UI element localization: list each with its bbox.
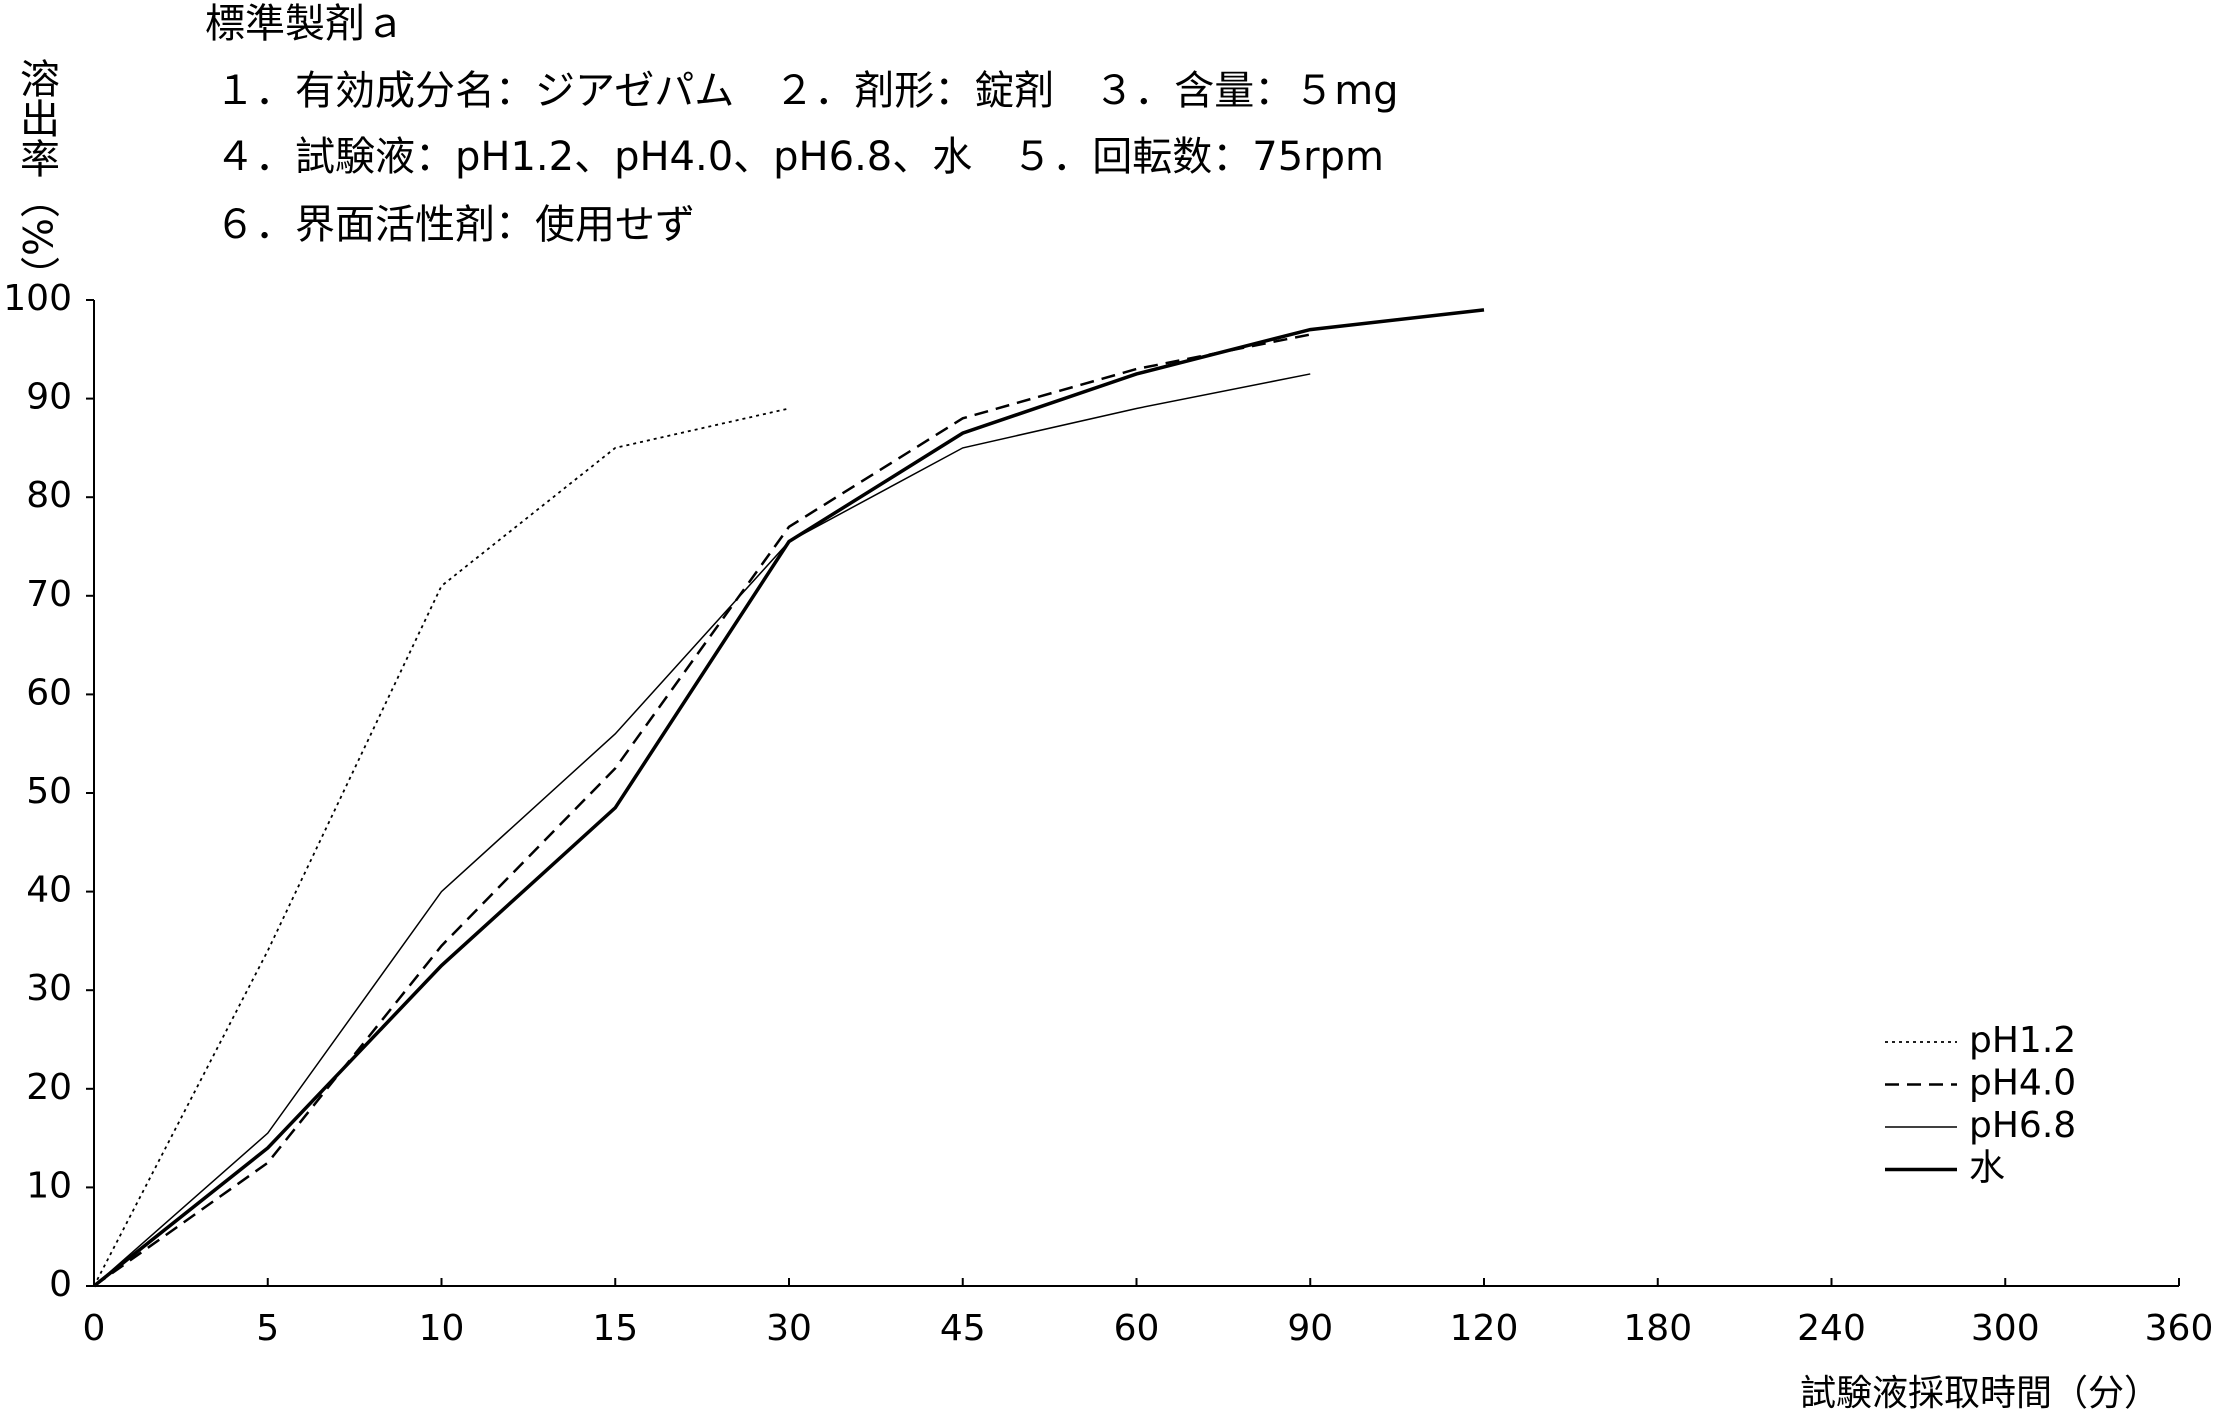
x-tick-label: 60 bbox=[1114, 1308, 1160, 1349]
y-tick-label: 30 bbox=[26, 968, 72, 1009]
x-axis-title: 試験液採取時間（分） bbox=[1800, 1373, 2160, 1414]
data-line bbox=[93, 373, 1311, 1287]
y-tick-label: 100 bbox=[3, 278, 72, 319]
y-tick-label: 60 bbox=[26, 672, 72, 713]
y-tick-label: 40 bbox=[26, 870, 72, 911]
x-tick-label: 45 bbox=[940, 1308, 986, 1349]
x-tick-label: 180 bbox=[1623, 1308, 1692, 1349]
x-tick-label: 240 bbox=[1797, 1308, 1866, 1349]
subtitle: ４．試験液：pH1.2、pH4.0、pH6.8、水 ５．回転数：75rpm bbox=[215, 134, 1384, 180]
legend-label: pH6.8 bbox=[1969, 1105, 2076, 1146]
x-tick-label: 5 bbox=[256, 1308, 279, 1349]
y-tick-label: 10 bbox=[26, 1165, 72, 1206]
data-line bbox=[93, 333, 1311, 1288]
x-tick-label: 90 bbox=[1287, 1308, 1333, 1349]
legend-label: pH1.2 bbox=[1969, 1020, 2076, 1061]
x-tick-label: 300 bbox=[1971, 1308, 2040, 1349]
y-tick-label: 50 bbox=[26, 771, 72, 812]
y-tick-label: 90 bbox=[26, 377, 72, 418]
y-tick-label: 70 bbox=[26, 574, 72, 615]
legend-label: 水 bbox=[1969, 1148, 2005, 1189]
x-tick-label: 120 bbox=[1450, 1308, 1519, 1349]
x-tick-label: 360 bbox=[2145, 1308, 2214, 1349]
legend-label: pH4.0 bbox=[1969, 1063, 2076, 1104]
y-axis-title: 溶出率（%） bbox=[13, 58, 60, 296]
x-tick-label: 30 bbox=[766, 1308, 812, 1349]
y-tick-label: 20 bbox=[26, 1067, 72, 1108]
y-tick-label: 80 bbox=[26, 475, 72, 516]
x-tick-label: 10 bbox=[419, 1308, 465, 1349]
chart-title: 標準製剤ａ bbox=[205, 1, 405, 47]
subtitle: ６．界面活性剤：使用せず bbox=[215, 202, 695, 248]
data-line bbox=[92, 308, 1485, 1288]
y-tick-label: 0 bbox=[49, 1264, 72, 1305]
subtitle: １．有効成分名：ジアゼパム ２．剤形：錠剤 ３．含量：５mg bbox=[215, 68, 1399, 114]
x-tick-label: 0 bbox=[83, 1308, 106, 1349]
data-line bbox=[93, 407, 790, 1287]
x-tick-label: 15 bbox=[592, 1308, 638, 1349]
